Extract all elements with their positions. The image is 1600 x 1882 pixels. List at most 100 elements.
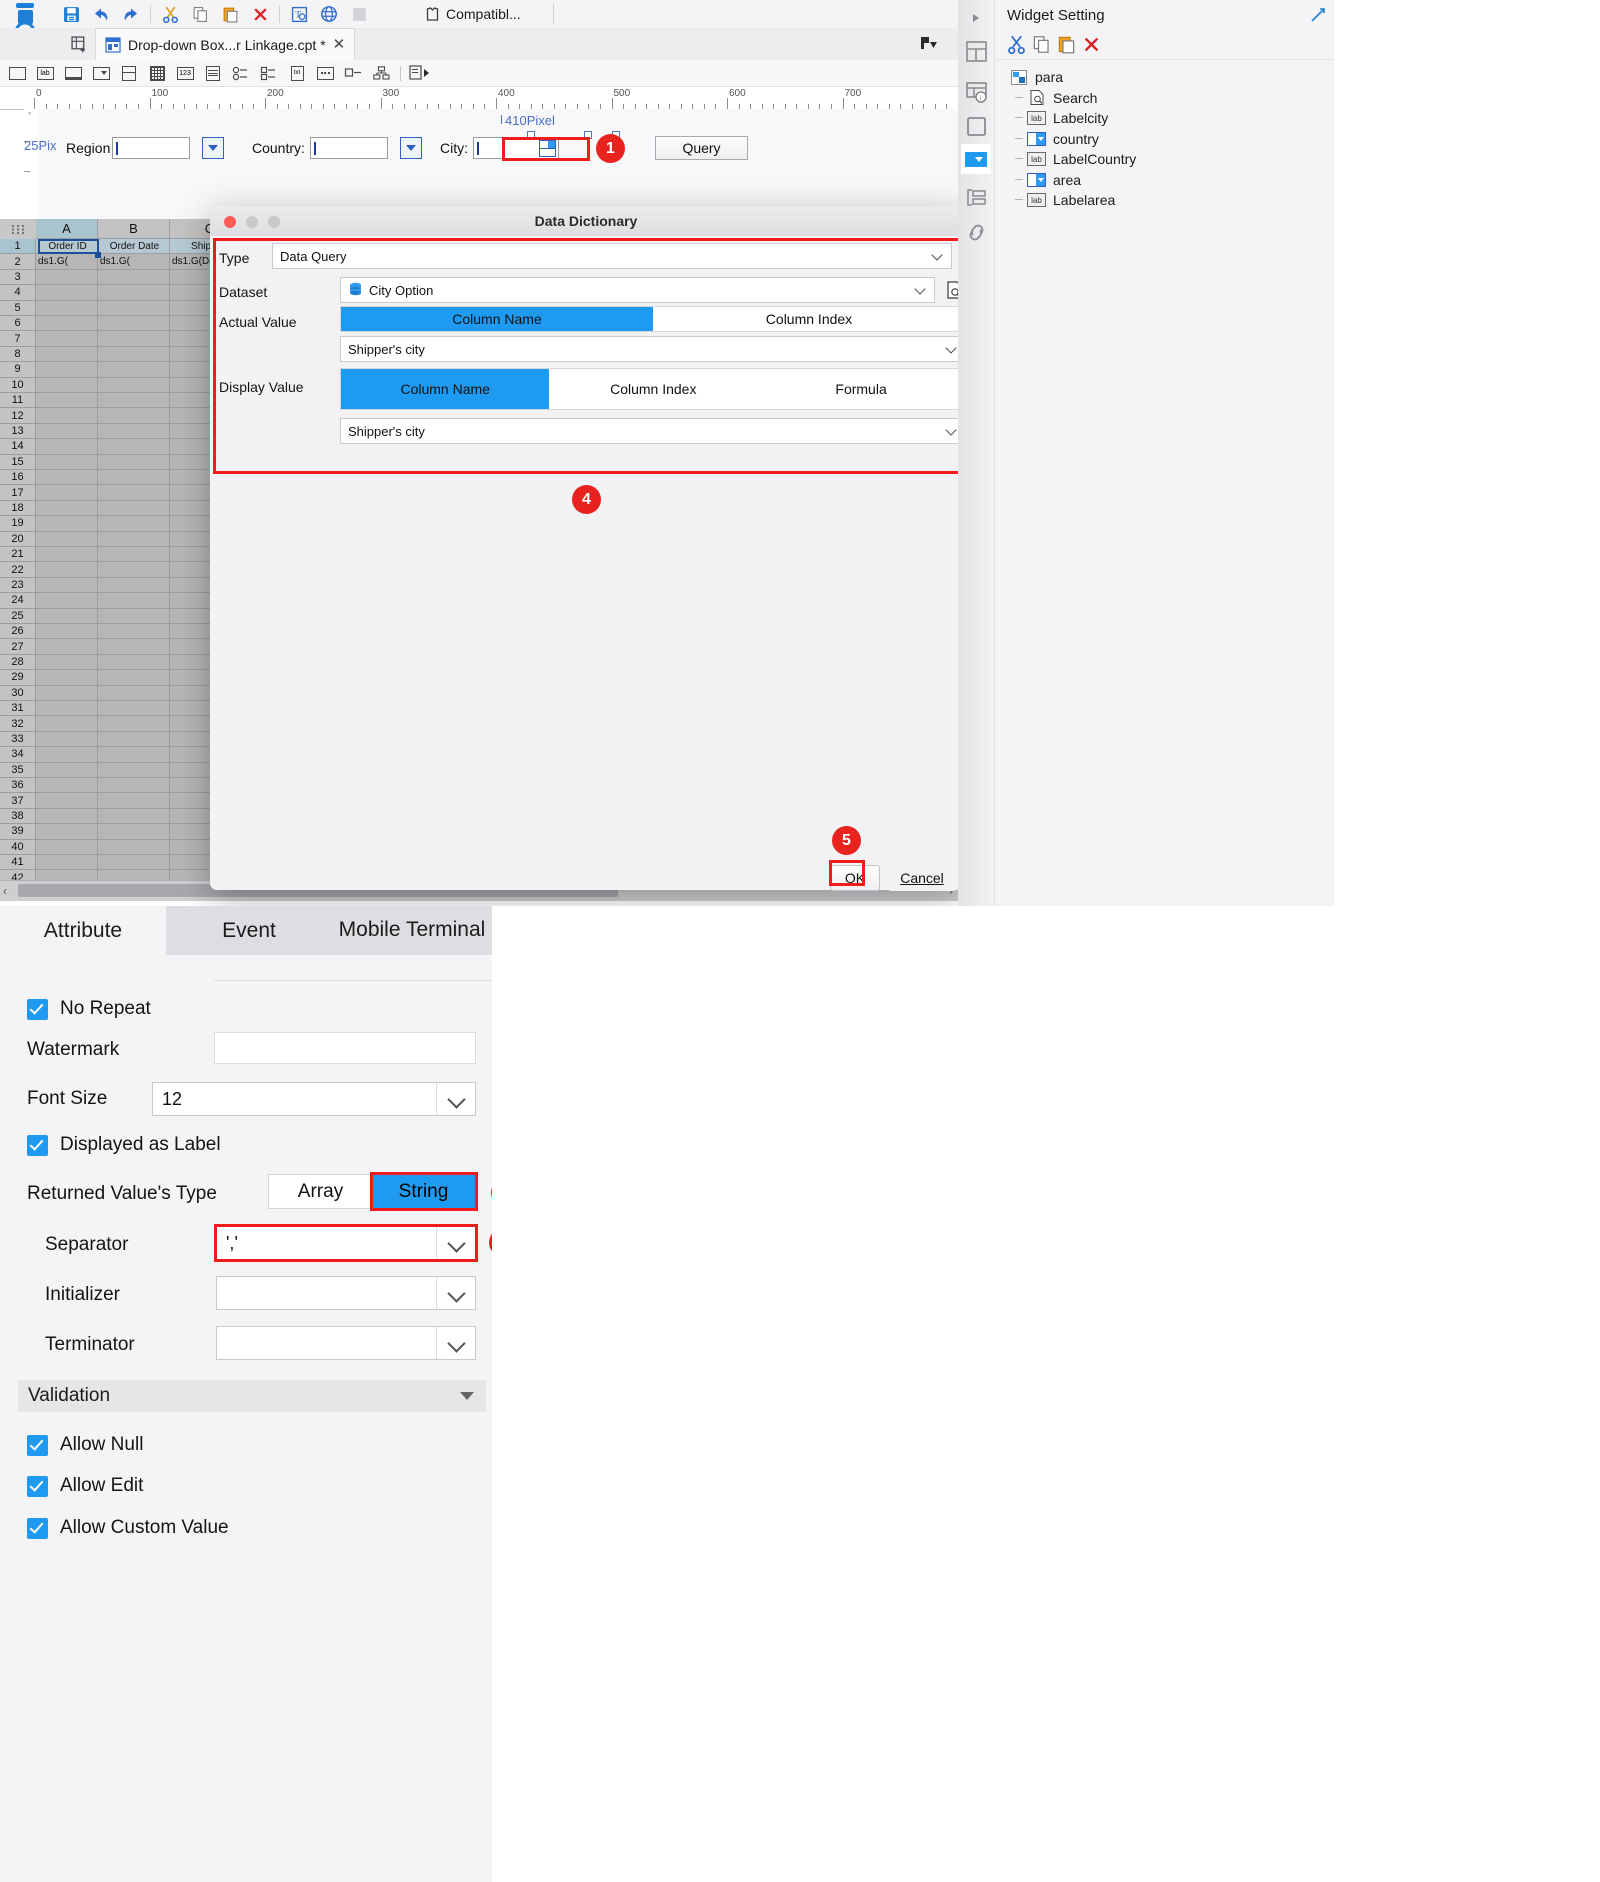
tree-item-labelarea[interactable]: lab Labelarea: [1027, 192, 1115, 208]
sheet-cell[interactable]: [36, 731, 98, 748]
canvas-query-button[interactable]: Query: [655, 136, 748, 160]
sheet-row-header[interactable]: 24: [0, 593, 36, 609]
sheet-row-header[interactable]: 23: [0, 577, 36, 594]
sheet-cell[interactable]: [98, 624, 170, 640]
tab-actual-column-index[interactable]: Column Index: [765, 311, 853, 327]
sheet-row-header[interactable]: 10: [0, 377, 36, 393]
sheet-row-header[interactable]: 12: [0, 408, 36, 424]
hierarchy-icon[interactable]: [961, 182, 991, 212]
detail-returned-type-tab-array[interactable]: Array: [269, 1175, 372, 1208]
add-sheet-icon[interactable]: [68, 33, 90, 55]
sheet-row-header[interactable]: 15: [0, 454, 36, 470]
sheet-row-header[interactable]: 2: [0, 254, 36, 270]
delete-icon[interactable]: [245, 0, 275, 28]
sheet-cell[interactable]: [36, 762, 98, 778]
detail-watermark-input[interactable]: [214, 1032, 476, 1064]
sheet-row-header[interactable]: 4: [0, 285, 36, 301]
sheet-cell[interactable]: [36, 377, 98, 393]
sheet-cell[interactable]: [36, 778, 98, 794]
sheet-cell[interactable]: [98, 393, 170, 409]
sheet-cell[interactable]: [36, 547, 98, 563]
sheet-cell[interactable]: [98, 716, 170, 732]
delete-icon[interactable]: [1082, 35, 1101, 54]
sheet-row-header[interactable]: 36: [0, 778, 36, 794]
sheet-row-header[interactable]: 1: [0, 239, 36, 255]
sheet-row-header[interactable]: 41: [0, 855, 36, 871]
sheet-cell[interactable]: [98, 747, 170, 763]
sheet-cell[interactable]: [36, 362, 98, 378]
detail-separator-combo[interactable]: ',': [216, 1226, 476, 1260]
detail-validation-section[interactable]: Validation: [18, 1380, 486, 1412]
detail-terminator-combo[interactable]: [216, 1326, 476, 1360]
sheet-cell[interactable]: [36, 423, 98, 440]
sheet-cell[interactable]: [36, 316, 98, 332]
undo-icon[interactable]: [86, 0, 116, 28]
sheet-cell[interactable]: [98, 808, 170, 825]
sheet-cell[interactable]: [36, 531, 98, 547]
sheet-row-header[interactable]: 25: [0, 608, 36, 624]
dialog-cancel-button[interactable]: Cancel: [888, 865, 956, 891]
dataset-info-icon[interactable]: i: [961, 77, 991, 107]
sheet-cell[interactable]: [98, 285, 170, 301]
sheet-cell[interactable]: [36, 855, 98, 871]
tab-display-formula[interactable]: Formula: [835, 381, 887, 397]
dialog-dataset-combo[interactable]: City Option: [340, 277, 935, 303]
sheet-cell[interactable]: [36, 516, 98, 532]
checkbox-group-icon[interactable]: [256, 62, 282, 84]
sheet-cell[interactable]: [98, 377, 170, 393]
paste-icon[interactable]: [215, 0, 245, 28]
design-canvas[interactable]: 410Pixel 25Pix Region Country: City:: [24, 109, 958, 219]
text-field-icon[interactable]: txt: [284, 62, 310, 84]
pin-icon[interactable]: [1311, 8, 1325, 27]
document-tab[interactable]: Drop-down Box...r Linkage.cpt * ✕: [95, 28, 356, 60]
tree-item-country[interactable]: country: [1027, 131, 1099, 147]
sheet-cell[interactable]: [98, 670, 170, 686]
copy-icon[interactable]: [1032, 35, 1051, 54]
tree-item-para[interactable]: para: [1009, 69, 1063, 85]
sheet-row-header[interactable]: 31: [0, 701, 36, 717]
sheet-cell[interactable]: [98, 439, 170, 455]
sheet-select-all-corner[interactable]: [0, 219, 37, 240]
cell-element-icon[interactable]: [961, 36, 991, 66]
copy-icon[interactable]: [185, 0, 215, 28]
sheet-cell[interactable]: [36, 300, 98, 316]
button-widget-icon[interactable]: [60, 62, 86, 84]
sheet-cell[interactable]: [36, 346, 98, 363]
sheet-cell[interactable]: [36, 408, 98, 424]
sheet-row-header[interactable]: 32: [0, 716, 36, 732]
dialog-display-value-field[interactable]: Shipper's city: [340, 418, 966, 444]
sheet-cell[interactable]: [98, 731, 170, 748]
sheet-cell[interactable]: [36, 593, 98, 609]
canvas-input-region[interactable]: [112, 137, 191, 159]
text-template-icon[interactable]: T: [284, 0, 314, 28]
sheet-cell[interactable]: [36, 824, 98, 840]
collapse-arrow-icon[interactable]: [961, 3, 991, 33]
frame-icon[interactable]: [961, 111, 991, 141]
sheet-row-header[interactable]: 17: [0, 485, 36, 501]
sheet-cell[interactable]: [36, 439, 98, 455]
dialog-actual-value-field[interactable]: Shipper's city: [340, 336, 966, 362]
sheet-cell[interactable]: [36, 839, 98, 855]
dialog-actual-value-tabs[interactable]: Column Name Column Index: [340, 306, 966, 332]
detail-no-repeat-checkbox[interactable]: [27, 998, 48, 1020]
password-icon[interactable]: [312, 62, 338, 84]
sheet-row-header[interactable]: 18: [0, 500, 36, 517]
detail-returned-type-tabs[interactable]: Array String: [268, 1174, 476, 1209]
detail-tab-attribute[interactable]: Attribute: [0, 906, 166, 955]
sheet-row-header[interactable]: 28: [0, 654, 36, 671]
sheet-cell[interactable]: [36, 747, 98, 763]
sheet-row-header[interactable]: 30: [0, 685, 36, 701]
sheet-row-header[interactable]: 39: [0, 824, 36, 840]
scroll-right-arrow[interactable]: ›: [949, 884, 953, 898]
sheet-row-header[interactable]: 9: [0, 362, 36, 378]
sheet-cell[interactable]: [36, 577, 98, 594]
sheet-cell[interactable]: [98, 577, 170, 594]
sheet-selection-handle[interactable]: [95, 252, 101, 258]
web-preview-icon[interactable]: [314, 0, 344, 28]
sheet-cell[interactable]: [98, 269, 170, 286]
sheet-cell[interactable]: [98, 855, 170, 871]
tree-item-search[interactable]: Search: [1027, 90, 1097, 106]
tab-actual-column-name[interactable]: Column Name: [341, 307, 653, 331]
sheet-cell[interactable]: [36, 393, 98, 409]
sheet-row-header[interactable]: 29: [0, 670, 36, 686]
